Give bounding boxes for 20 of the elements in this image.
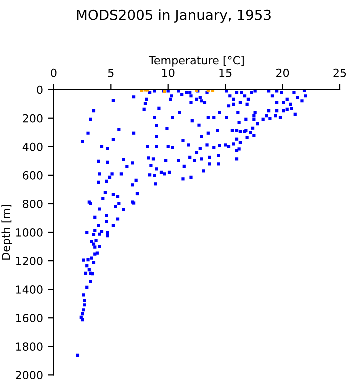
y-tick-label: 1600 [16,314,43,322]
x-tick-label: 15 [220,69,232,78]
y-tick-label: 1200 [16,257,43,266]
y-tick-label: 2000 [16,371,43,380]
y-axis-title: Depth [m] [2,205,12,260]
y-tick-label: 1400 [16,286,43,294]
y-tick-label: 1800 [16,342,43,352]
y-tick-label: 400 [22,142,43,152]
x-tick-label: 25 [334,68,346,78]
chart-title: MODS2005 in January, 1953 [77,10,271,24]
x-tick-label: 5 [108,69,114,78]
y-tick-label: 600 [23,171,43,180]
x-axis-title: Temperature [°C] [148,56,244,67]
y-tick-label: 800 [23,200,43,208]
y-tick-label: 200 [23,114,43,123]
x-tick-label: 20 [276,68,290,78]
y-tick-label: 0 [37,86,43,94]
x-tick-label: 0 [51,68,57,78]
x-tick-label: 10 [162,68,175,78]
y-tick-label: 1000 [16,228,43,237]
